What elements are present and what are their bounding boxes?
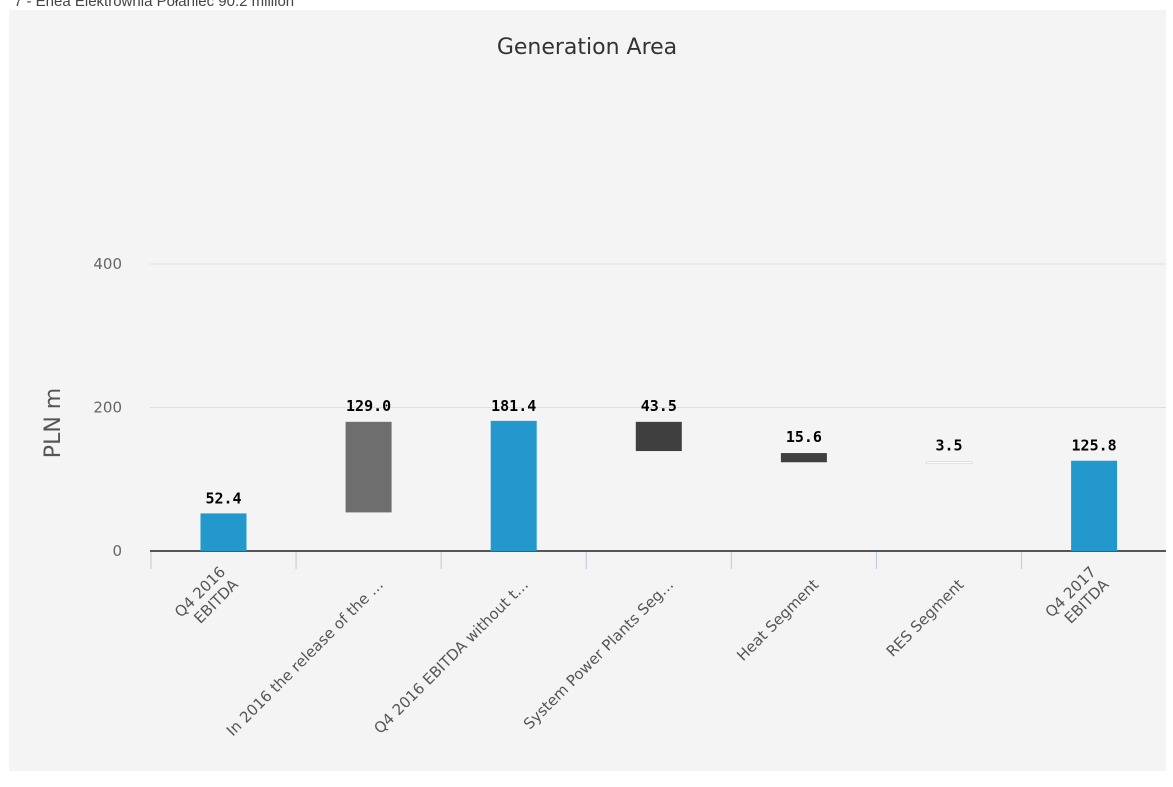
data-label-4: 43.5 bbox=[641, 397, 677, 415]
bar-2 bbox=[345, 421, 392, 513]
x-tick-label-text: Q4 2016EBITDA bbox=[171, 562, 242, 633]
y-tick-label: 200 bbox=[93, 399, 122, 417]
x-tick-label: Q4 2016 EBITDA without t… bbox=[370, 576, 532, 738]
y-tick-label: 0 bbox=[112, 542, 122, 560]
x-tick-label: In 2016 the release of the … bbox=[223, 576, 387, 740]
x-tick-label-text: Q4 2017EBITDA bbox=[1042, 562, 1113, 633]
data-label-2: 129.0 bbox=[346, 397, 391, 415]
top-note: 7 - Enea Elektrownia Połaniec 90.2 milli… bbox=[14, 0, 295, 10]
bar-4 bbox=[635, 421, 682, 452]
waterfall-chart: Generation Area PLN m 0 200 400 52.4 129.0 181.… bbox=[41, 35, 1166, 740]
y-tick-label: 400 bbox=[93, 255, 122, 273]
x-tick-label-line: In 2016 the release of the … bbox=[223, 576, 387, 740]
x-tick-label: System Power Plants Seg… bbox=[520, 576, 677, 733]
data-label-7: 125.8 bbox=[1072, 437, 1117, 455]
x-tick-label: Heat Segment bbox=[733, 576, 822, 665]
bar-7 bbox=[1071, 460, 1118, 551]
x-tick-label-text: System Power Plants Seg… bbox=[520, 576, 677, 733]
chart-title: Generation Area bbox=[497, 35, 677, 60]
bar-3 bbox=[490, 420, 537, 551]
data-label-6: 3.5 bbox=[935, 437, 962, 455]
x-tick-label-line: System Power Plants Seg… bbox=[520, 576, 677, 733]
data-label-5: 15.6 bbox=[786, 428, 822, 446]
x-tick-label-text: Heat Segment bbox=[733, 576, 822, 665]
x-tick-label-line: Heat Segment bbox=[733, 576, 822, 665]
chart-panel: Generation Area PLN m 0 200 400 52.4 129.0 181.… bbox=[9, 10, 1166, 771]
x-tick-label-text: Q4 2016 EBITDA without t… bbox=[370, 576, 532, 738]
data-label-3: 181.4 bbox=[491, 397, 536, 415]
data-label-1: 52.4 bbox=[205, 489, 241, 507]
y-axis-label: PLN m bbox=[41, 388, 66, 458]
x-tick-label: RES Segment bbox=[883, 576, 968, 661]
x-tick-label-text: RES Segment bbox=[883, 576, 968, 661]
bar-6 bbox=[925, 461, 973, 465]
x-tick-label-line: RES Segment bbox=[883, 576, 968, 661]
x-tick-label-text: In 2016 the release of the … bbox=[223, 576, 387, 740]
x-tick-label: Q4 2016EBITDA bbox=[171, 562, 242, 633]
bar-5 bbox=[780, 453, 827, 463]
x-tick-label: Q4 2017EBITDA bbox=[1042, 562, 1113, 633]
x-tick-label-line: Q4 2016 EBITDA without t… bbox=[370, 576, 532, 738]
bar-1 bbox=[200, 513, 247, 551]
